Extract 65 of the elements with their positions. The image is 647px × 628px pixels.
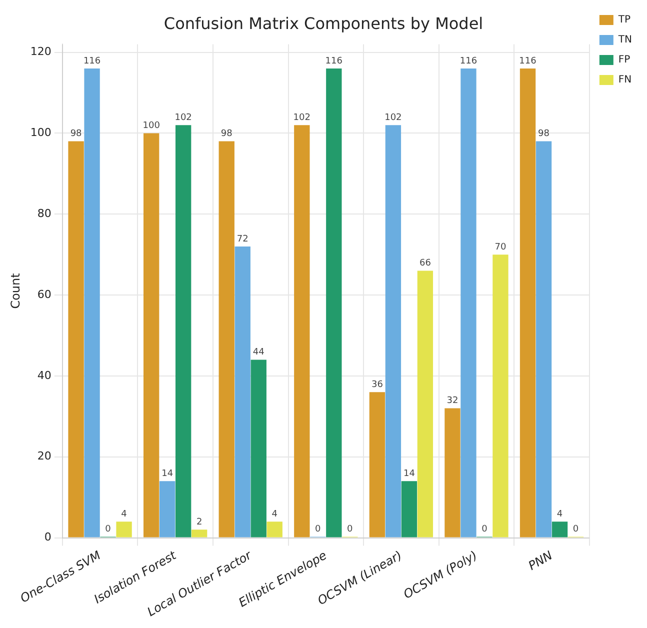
legend-label: FN: [618, 74, 632, 86]
data-label: 116: [519, 56, 537, 66]
bar: [234, 246, 250, 538]
legend-label: FP: [618, 54, 630, 66]
y-tick-label: 80: [37, 206, 52, 220]
bar: [401, 481, 418, 538]
legend-label: TN: [617, 34, 632, 46]
data-label: 44: [252, 348, 265, 358]
bar: [552, 522, 568, 538]
data-label: 116: [460, 56, 478, 66]
bar: [68, 141, 84, 538]
bar: [417, 270, 434, 538]
data-label: 102: [174, 112, 192, 123]
data-label: 70: [494, 242, 506, 252]
bar: [175, 125, 192, 538]
data-label: 98: [538, 129, 550, 140]
data-label: 0: [347, 524, 354, 535]
bar: [369, 392, 386, 538]
data-label: 4: [121, 509, 128, 520]
y-tick-label: 40: [37, 368, 52, 382]
bar: [385, 125, 402, 538]
y-tick-label: 0: [44, 530, 52, 544]
chart-title: Confusion Matrix Components by Model: [164, 14, 484, 33]
data-label: 116: [325, 56, 343, 66]
data-label: 4: [272, 509, 278, 520]
bar: [191, 530, 208, 538]
bar: [266, 522, 282, 538]
data-label: 4: [556, 509, 563, 520]
data-label: 66: [419, 258, 432, 269]
bar: [294, 125, 310, 538]
y-tick-label: 60: [37, 288, 52, 301]
bar: [492, 254, 508, 538]
y-tick-label: 120: [30, 45, 52, 58]
data-label: 72: [236, 234, 248, 244]
bar: [326, 68, 342, 538]
bar: [250, 360, 266, 538]
data-label: 98: [220, 129, 233, 140]
data-label: 0: [315, 524, 322, 535]
y-axis-title: Count: [8, 272, 22, 309]
data-label: 0: [105, 524, 112, 535]
y-tick-label: 100: [30, 126, 52, 140]
bar: [84, 68, 100, 538]
data-label: 32: [446, 396, 458, 406]
legend-label: TP: [617, 14, 631, 26]
bar: [520, 68, 536, 538]
bar: [444, 408, 460, 538]
x-tick-label: PNN: [526, 548, 555, 573]
data-label: 116: [83, 56, 101, 66]
data-label: 0: [572, 524, 579, 535]
data-label: 102: [293, 112, 310, 123]
y-tick-label: 20: [37, 450, 52, 463]
data-label: 14: [162, 468, 174, 479]
data-label: 98: [70, 129, 82, 140]
bar: [159, 481, 176, 538]
bar: [460, 68, 476, 538]
data-label: 0: [482, 524, 488, 535]
bar: [116, 522, 132, 538]
data-label: 14: [403, 468, 416, 479]
bar: [536, 141, 552, 538]
bar: [143, 133, 160, 538]
data-label: 102: [384, 112, 402, 123]
data-label: 100: [142, 121, 160, 132]
data-label: 2: [196, 518, 202, 528]
data-label: 36: [371, 380, 384, 390]
bar: [218, 141, 234, 538]
